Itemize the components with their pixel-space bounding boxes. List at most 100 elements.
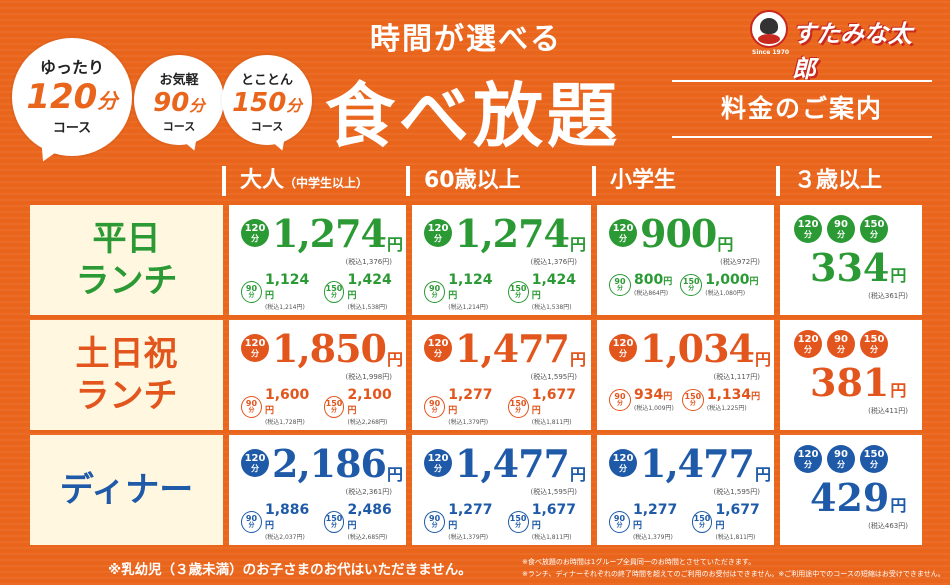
- sub-price-90-tax: (税込1,214円): [448, 304, 489, 311]
- price-cell-toddler: 120 分 90 分 150 分 381円 (税込411円): [780, 320, 922, 430]
- sub-prices: 90 分 1,277円 (税込1,379円) 150 分 1,677円 (税込1,811…: [424, 503, 591, 541]
- main-price-value: 900: [640, 211, 717, 256]
- badge-150-icon: 150 分: [507, 511, 529, 533]
- main-price-tax: (税込1,376円): [530, 258, 577, 266]
- sub-price-90-value: 1,600: [264, 387, 310, 403]
- yen-unit: 円: [387, 235, 403, 254]
- sub-prices: 90 分 1,124円 (税込1,214円) 150 分 1,424円 (税込1,538…: [424, 273, 591, 311]
- brand-since: Since 1970: [752, 49, 790, 56]
- toddler-price: 381円: [810, 360, 907, 405]
- sub-price-150-tax: (税込1,811円): [715, 534, 756, 541]
- course-bubble-90: お気軽 90分 コース: [134, 55, 224, 145]
- col-header-toddler: ３歳以上: [776, 166, 882, 196]
- main-price: 120 分 1,274 円: [424, 215, 586, 253]
- badge-90-icon: 90 分: [241, 281, 262, 303]
- sub-price-90-tax: (税込1,009円): [634, 405, 674, 412]
- sub-price-150-tax: (税込1,538円): [531, 304, 572, 311]
- sub-price-150-value: 1,134: [706, 387, 752, 403]
- sub-price-90: 90 分 1,600円 (税込1,728円): [241, 388, 316, 426]
- badge-90-icon: 90 分: [609, 511, 630, 533]
- toddler-price-value: 429: [810, 475, 890, 520]
- sub-price-150-tax: (税込1,080円): [705, 290, 746, 297]
- toddler-price-value: 334: [810, 245, 890, 290]
- brand-name: すたみな太郎: [792, 20, 912, 83]
- course-badges: 120 分 90 分 150 分: [794, 330, 893, 358]
- badge-90-icon: 90 分: [827, 330, 855, 358]
- sub-price-150-value: 1,677: [531, 502, 577, 518]
- sub-price-90-tax: (税込1,214円): [264, 304, 305, 311]
- price-cell: 120 分 2,186 円 (税込2,361円) 90 分 1,886円 (税込2,03…: [229, 435, 406, 545]
- badge-120-icon: 120 分: [609, 219, 637, 247]
- main-price-value: 2,186: [272, 441, 387, 486]
- main-price-tax: (税込1,595円): [530, 488, 577, 496]
- yen-unit: 円: [387, 465, 403, 484]
- badge-120-icon: 120 分: [424, 449, 452, 477]
- sub-price-90-value: 934: [634, 387, 664, 403]
- sub-price-150-value: 1,424: [531, 272, 577, 288]
- sub-price-150-tax: (税込1,538円): [347, 304, 388, 311]
- price-cell-toddler: 120 分 90 分 150 分 429円 (税込463円): [780, 435, 922, 545]
- yen-unit: 円: [755, 350, 771, 369]
- badge-90-icon: 90 分: [241, 396, 262, 418]
- badge-150-icon: 150 分: [681, 389, 704, 411]
- yen-unit: 円: [387, 350, 403, 369]
- price-cell: 120 分 1,477 円 (税込1,595円) 90 分 1,277円 (税込1,37…: [597, 435, 774, 545]
- sub-price-90-tax: (税込864円): [634, 290, 669, 297]
- main-price: 120 分 900 円: [609, 211, 733, 256]
- badge-120-icon: 120 分: [794, 445, 822, 473]
- badge-120-icon: 120 分: [241, 334, 269, 362]
- course-bubble-150: とことん 150分 コース: [222, 55, 312, 145]
- sub-price-150: 150 分 2,100円 (税込2,268円): [323, 387, 399, 426]
- sub-price-90-tax: (税込1,379円): [448, 534, 489, 541]
- bubble-course: コース: [52, 121, 92, 136]
- toddler-price: 429円: [810, 475, 907, 520]
- badge-150-icon: 150 分: [507, 396, 529, 418]
- main-price: 120 分 2,186 円: [241, 441, 403, 486]
- sub-price-150-value: 1,677: [715, 502, 760, 518]
- bubble-minutes: 150分: [232, 88, 302, 118]
- yen-unit: 円: [570, 350, 586, 369]
- sub-price-90-tax: (税込1,728円): [264, 419, 305, 426]
- sub-price-150: 150 分 1,134円 (税込1,225円): [681, 387, 760, 412]
- col-header-senior: 60歳以上: [406, 166, 521, 196]
- price-cell: 120 分 1,850 円 (税込1,998円) 90 分 1,600円 (税込1,72…: [229, 320, 406, 430]
- fine-print-1: ※食べ放題のお時間は1グループ全員同一のお時間とさせていただきます。: [522, 558, 756, 566]
- price-cell: 120 分 900 円 (税込972円) 90 分 800円 (税込864円) 150 分…: [597, 205, 774, 315]
- sub-price-90: 90 分 1,124円 (税込1,214円): [241, 273, 316, 311]
- sub-price-90-tax: (税込1,379円): [632, 534, 673, 541]
- price-cell: 120 分 1,034 円 (税込1,117円) 90 分 934円 (税込1,009円…: [597, 320, 774, 430]
- badge-150-icon: 150 分: [323, 396, 345, 418]
- sub-price-90-value: 1,886: [264, 502, 310, 518]
- page-title: 食べ放題: [325, 74, 621, 157]
- row-label-line1: 平日: [92, 218, 161, 259]
- infant-note: ※乳幼児（３歳未満）のお子さまのお代はいただきません。: [108, 562, 472, 578]
- row-label-dinner: ディナー: [30, 435, 223, 545]
- bubble-minutes: 90分: [153, 88, 205, 118]
- sub-price-90: 90 分 1,886円 (税込2,037円): [241, 503, 316, 541]
- badge-90-icon: 90 分: [609, 389, 631, 411]
- sub-price-90-value: 1,277: [448, 502, 493, 518]
- row-label-weekday-lunch: 平日 ランチ: [30, 205, 223, 315]
- badge-90-icon: 90 分: [827, 215, 855, 243]
- sub-price-150: 150 分 1,677円 (税込1,811円): [507, 502, 584, 541]
- sub-price-90-tax: (税込1,379円): [448, 419, 489, 426]
- col-header-adult: 大人（中学生以上）: [222, 166, 368, 196]
- bubble-label: ゆったり: [39, 58, 104, 77]
- row-label-line2: ランチ: [75, 261, 178, 301]
- sub-price-90-value: 1,277: [632, 502, 678, 518]
- sub-prices: 90 分 1,600円 (税込1,728円) 150 分 2,100円 (税込2,268…: [241, 388, 406, 426]
- price-cell: 120 分 1,274 円 (税込1,376円) 90 分 1,124円 (税込1,21…: [229, 205, 406, 315]
- badge-150-icon: 150 分: [323, 281, 345, 303]
- row-label-line1: ディナー: [59, 469, 194, 510]
- bubble-label: とことん: [240, 73, 293, 88]
- yen-unit: 円: [717, 235, 733, 254]
- main-price: 120 分 1,477 円: [424, 330, 586, 369]
- sub-price-90-value: 1,277: [448, 387, 493, 403]
- sub-price-150-value: 2,100: [347, 387, 392, 403]
- sub-price-90: 90 分 1,277円 (税込1,379円): [609, 503, 684, 541]
- sub-price-150: 150 分 1,424円 (税込1,538円): [323, 273, 399, 311]
- bubble-course: コース: [250, 120, 284, 133]
- sub-price-150-value: 1,000: [705, 272, 750, 288]
- badge-90-icon: 90 分: [424, 511, 446, 533]
- course-badges: 120 分 90 分 150 分: [794, 215, 893, 243]
